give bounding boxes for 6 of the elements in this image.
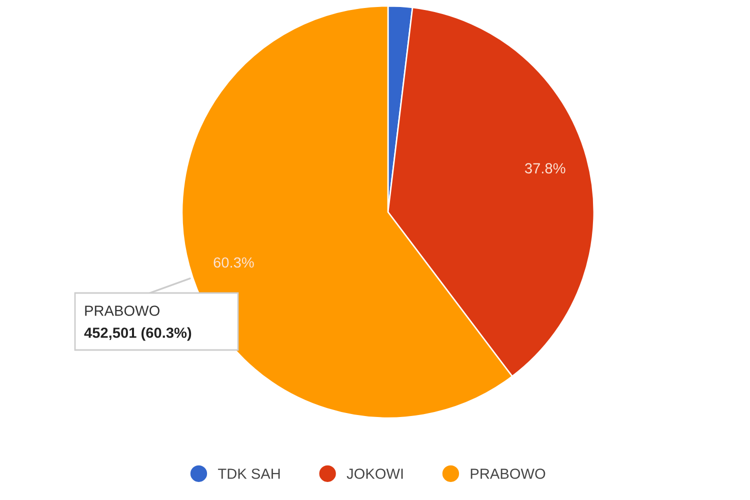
legend-label: PRABOWO — [470, 468, 546, 479]
data-label: 37.8% — [524, 163, 566, 174]
data-label: 60.3% — [214, 257, 254, 268]
legend-label: TDK SAH — [218, 468, 280, 479]
text: PRABOWO 452,501 (60.3%) — [84, 306, 192, 341]
legend-label: JOKOWI — [346, 468, 403, 479]
